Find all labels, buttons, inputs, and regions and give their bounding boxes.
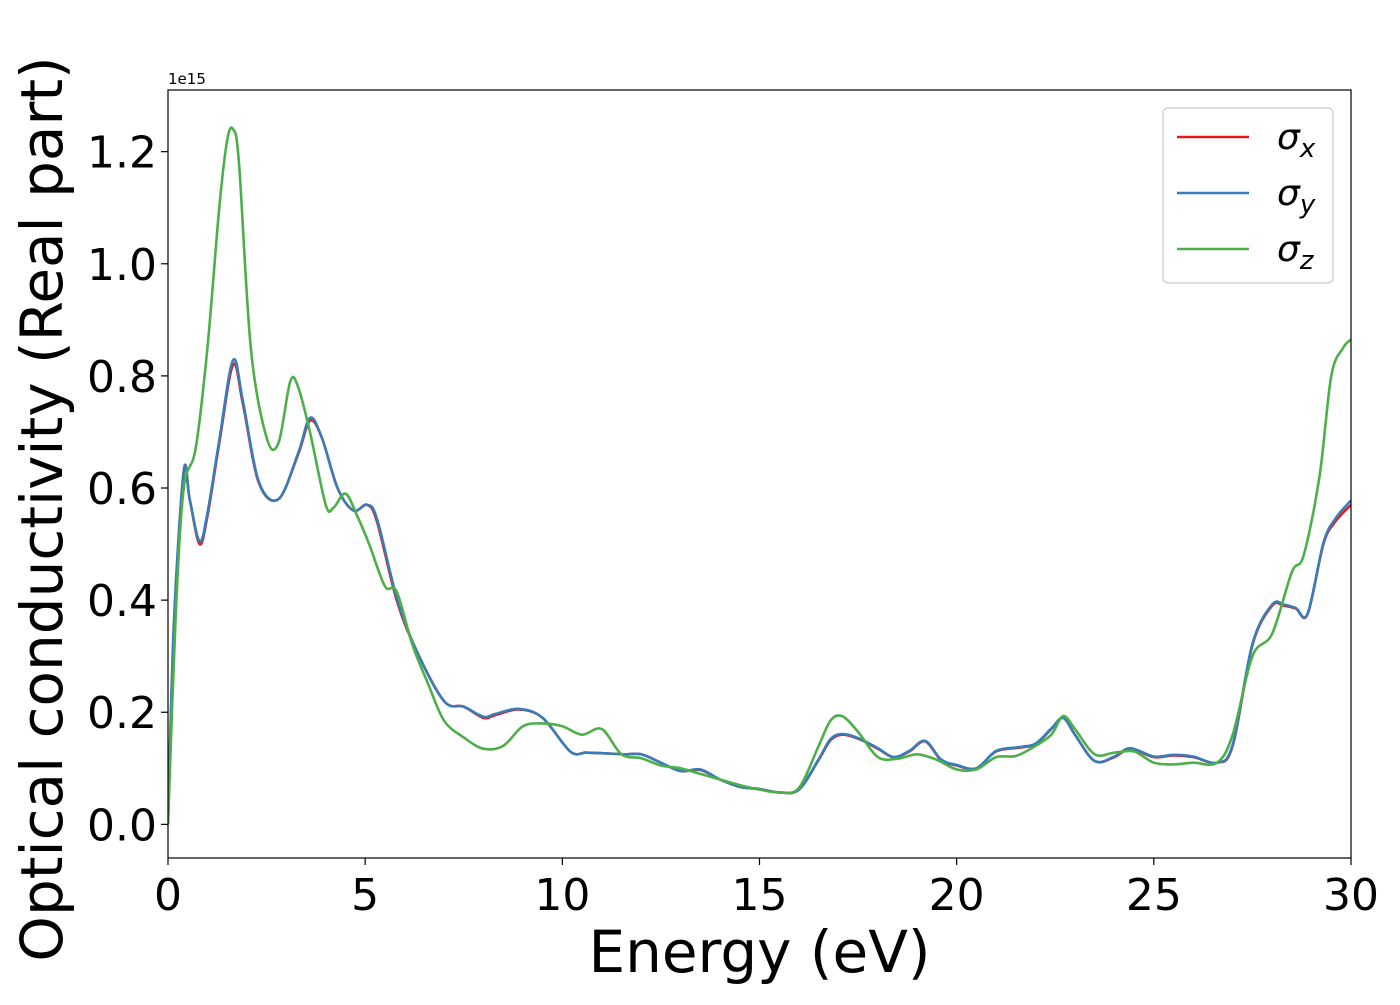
- x-tick-label: 5: [351, 870, 379, 921]
- x-axis-ticks: 0 5 10 15 20 25 30: [154, 858, 1379, 921]
- x-tick-label: 0: [154, 870, 182, 921]
- legend-label-x: σx: [1277, 117, 1316, 164]
- y-tick-label: 0.0: [87, 800, 157, 851]
- legend-box: [1162, 107, 1334, 284]
- y-tick-label: 0.2: [87, 688, 157, 739]
- y-tick-label: 1.2: [87, 128, 157, 179]
- x-tick-label: 15: [732, 870, 788, 921]
- x-axis-label: Energy (eV): [588, 918, 930, 986]
- y-tick-label: 0.6: [87, 464, 157, 515]
- x-tick-label: 30: [1323, 870, 1379, 921]
- x-tick-label: 25: [1126, 870, 1182, 921]
- legend-label-y: σy: [1277, 173, 1316, 220]
- y-tick-label: 0.4: [87, 576, 157, 627]
- y-axis-offset-text: 1e15: [168, 70, 206, 88]
- legend-label-z: σz: [1277, 229, 1315, 276]
- x-tick-label: 10: [534, 870, 590, 921]
- axes-layer: 0 5 10 15 20 25 30 0.00.20.40.60.81.01.2 1e15 …: [8, 56, 1379, 986]
- series-line-z: [168, 126, 1351, 825]
- series-line-y: [168, 357, 1351, 825]
- y-tick-label: 0.8: [87, 352, 157, 403]
- legend: σx σy σz: [1162, 107, 1334, 284]
- x-tick-label: 20: [929, 870, 985, 921]
- y-axis-label: Optical conductivity (Real part): [8, 56, 76, 961]
- y-axis-ticks: 0.0 0.2 0.4 0.6 0.8 1.0 1.2: [87, 128, 168, 851]
- plot-layer: [168, 126, 1351, 825]
- y-tick-label: 1.0: [87, 240, 157, 291]
